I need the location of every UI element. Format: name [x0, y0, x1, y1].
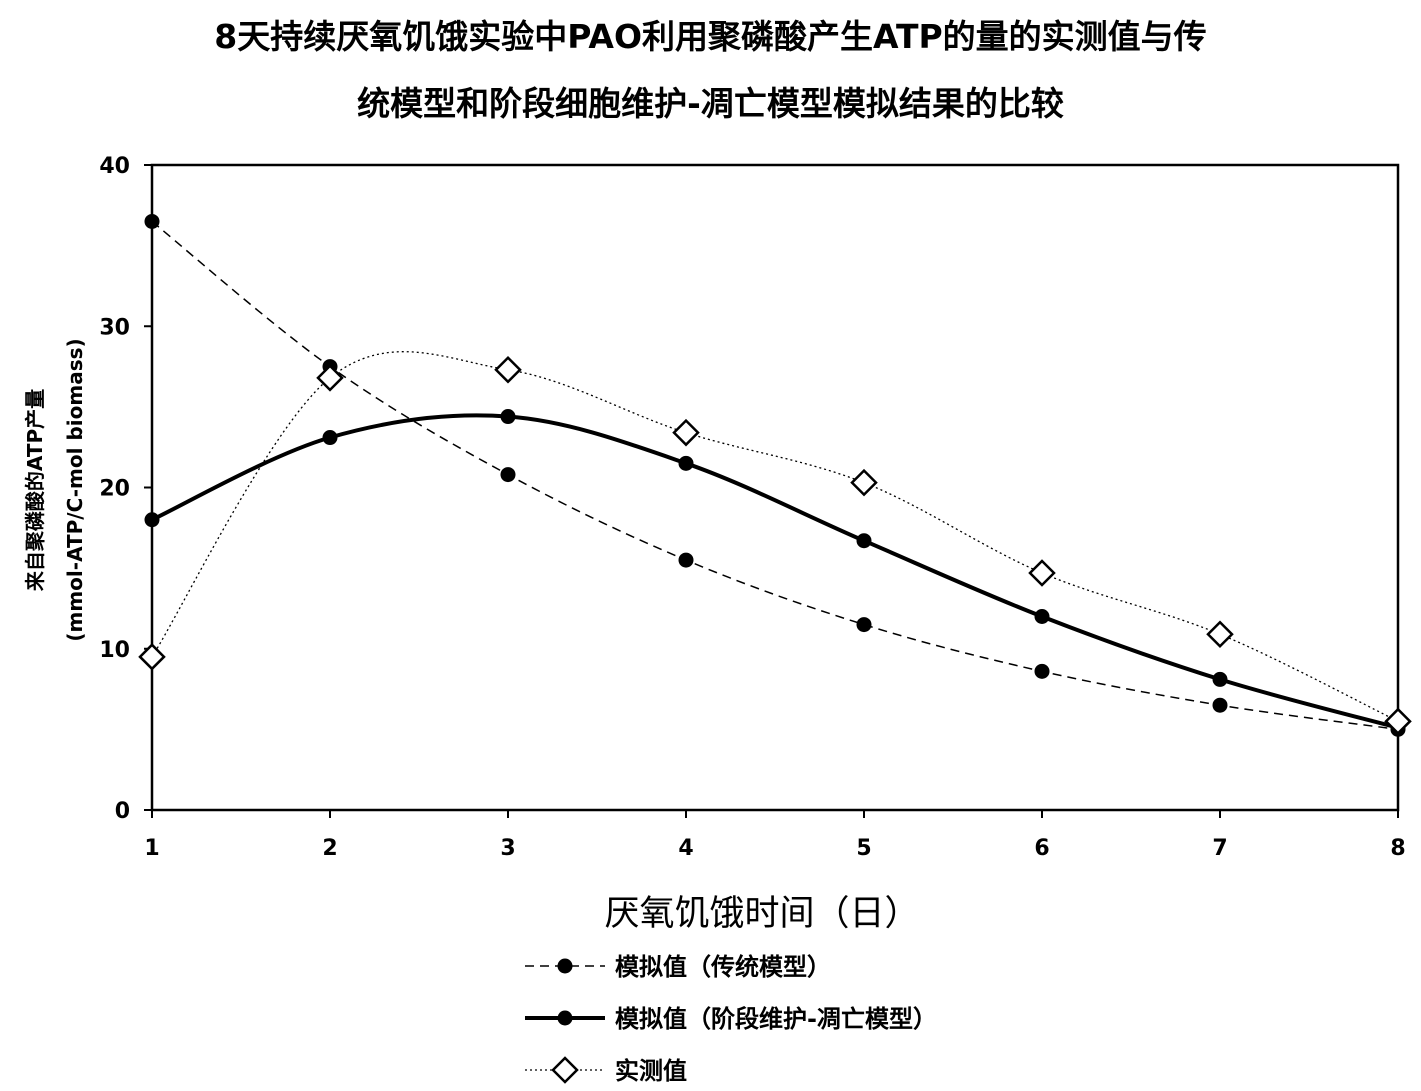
series-2-point: [144, 512, 160, 528]
series-3: [138, 351, 1412, 736]
chart-title-line-1: 8天持续厌氧饥饿实验中PAO利用聚磷酸产生ATP的量的实测值与传: [214, 17, 1207, 56]
legend-label-2: 模拟值（阶段维护-凋亡模型）: [615, 1005, 937, 1033]
x-tick-label: 3: [500, 836, 515, 861]
series-1-point: [500, 467, 516, 483]
y-tick-label: 20: [99, 477, 130, 502]
series-1-point: [856, 617, 872, 633]
y-tick-label: 0: [115, 799, 130, 824]
x-tick-label: 7: [1212, 836, 1227, 861]
series-1-point: [144, 213, 160, 229]
series-2-point: [322, 430, 338, 446]
x-axis-label: 厌氧饥饿时间（日）: [604, 894, 919, 934]
series-1-line: [151, 220, 1399, 731]
x-tick-label: 1: [144, 836, 159, 861]
series-2-point: [678, 455, 694, 471]
series-2-line: [151, 413, 1399, 730]
series-3-point: [850, 468, 878, 497]
series-3-point: [1028, 559, 1056, 587]
series-3-point: [138, 643, 166, 671]
series-2: [144, 409, 1406, 736]
plot-area-frame: [150, 163, 1400, 812]
series-3-point: [316, 364, 344, 392]
series-1-point: [1034, 663, 1050, 679]
series-2-point: [500, 409, 516, 425]
chart-title-line-2: 统模型和阶段细胞维护-凋亡模型模拟结果的比较: [357, 84, 1064, 123]
series-3-point: [1206, 620, 1234, 649]
series-3-point: [1384, 707, 1412, 736]
series-2-point: [1212, 671, 1228, 687]
series-3-point: [494, 356, 522, 384]
y-tick-label: 40: [99, 154, 130, 179]
series-1-point: [1212, 697, 1228, 713]
legend-marker-1: [557, 958, 573, 974]
series-3-point: [672, 418, 700, 447]
legend-label-3: 实测值: [615, 1057, 687, 1085]
series-2-point: [1034, 609, 1050, 624]
x-tick-label: 2: [322, 836, 337, 861]
y-tick-label: 30: [99, 315, 130, 340]
x-tick-label: 8: [1390, 836, 1405, 861]
legend-marker-2: [557, 1010, 573, 1026]
y-axis-label-line-1: 来自聚磷酸的ATP产量: [23, 389, 47, 592]
x-tick-label: 6: [1034, 836, 1049, 861]
series-2-point: [856, 533, 872, 549]
series-3-line: [151, 351, 1399, 722]
legend-label-1: 模拟值（传统模型）: [615, 953, 831, 981]
y-tick-label: 10: [99, 638, 130, 663]
x-tick-label: 5: [856, 836, 871, 861]
series-1-point: [678, 552, 694, 568]
x-tick-label: 4: [678, 836, 693, 861]
y-axis-label-line-2: (mmol-ATP/C-mol biomass): [63, 338, 87, 641]
series-1: [144, 213, 1406, 737]
legend-marker-3: [551, 1056, 579, 1084]
